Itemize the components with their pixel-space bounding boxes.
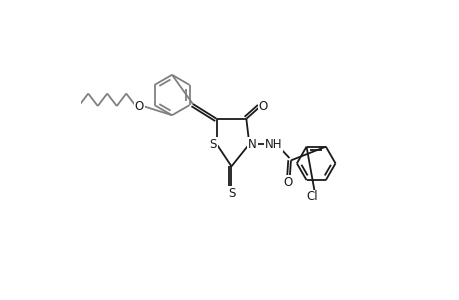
Text: Cl: Cl bbox=[306, 190, 317, 203]
Text: O: O bbox=[134, 100, 144, 112]
Text: S: S bbox=[227, 187, 235, 200]
Text: S: S bbox=[209, 138, 216, 151]
Text: N: N bbox=[247, 138, 256, 151]
Text: O: O bbox=[283, 176, 292, 189]
Text: O: O bbox=[258, 100, 267, 113]
Text: NH: NH bbox=[264, 138, 282, 151]
